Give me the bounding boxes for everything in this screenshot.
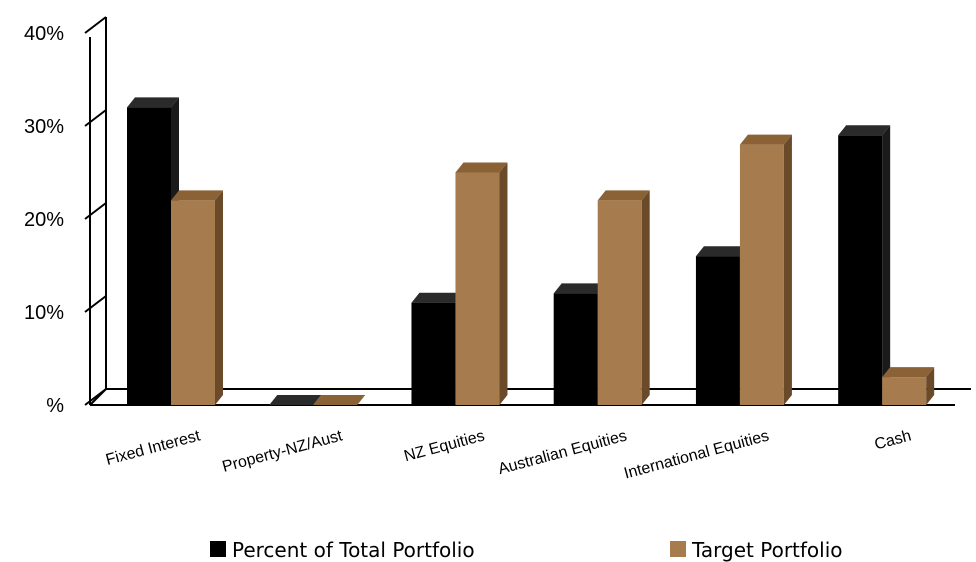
bar-side-face	[499, 162, 508, 405]
bar-front-face	[455, 172, 500, 405]
legend: Percent of Total Portfolio Target Portfol…	[210, 538, 843, 562]
bar-side-face	[783, 134, 792, 405]
bar-top-face	[882, 367, 935, 378]
category-label: Australian Equities	[496, 427, 628, 478]
bars	[127, 97, 935, 406]
y-tick-mark	[84, 202, 107, 220]
bar-side-face	[215, 190, 223, 405]
bar-top-face	[269, 395, 322, 405]
bar	[882, 367, 935, 405]
category-label: Fixed Interest	[104, 427, 203, 469]
bar-front-face	[838, 135, 883, 406]
bar-front-face	[553, 293, 598, 405]
y-tick-mark	[84, 295, 107, 313]
y-tick-label: 10%	[24, 302, 64, 324]
bar-top-face	[838, 125, 891, 136]
y-tick-label: 20%	[24, 209, 64, 231]
bar-top-face	[597, 190, 650, 201]
category-label: Property-NZ/Aust	[220, 427, 344, 476]
bar	[455, 162, 508, 405]
y-tick-mark	[84, 388, 107, 406]
legend-item: Percent of Total Portfolio	[210, 538, 475, 562]
y-tick-label: %	[46, 395, 64, 417]
y-tick-mark	[84, 16, 107, 34]
bar-top-face	[411, 292, 464, 303]
bar-top-face	[455, 162, 508, 173]
bar-top-face	[127, 97, 179, 108]
bar-front-face	[695, 256, 740, 405]
bar-side-face	[641, 190, 650, 405]
bar-front-face	[411, 302, 456, 405]
category-label: NZ Equities	[402, 427, 486, 465]
bar-side-face	[926, 367, 935, 405]
legend-label: Percent of Total Portfolio	[232, 538, 475, 562]
legend-swatch	[670, 541, 686, 557]
x-axis-categories: Fixed Interest Property-NZ/Aust NZ Equitie…	[104, 427, 913, 482]
bar-top-face	[695, 246, 748, 257]
legend-item: Target Portfolio	[670, 538, 843, 562]
bar-front-face	[171, 200, 215, 405]
bar-front-face	[882, 377, 927, 405]
bar-top-face	[171, 190, 223, 201]
bar	[597, 190, 650, 405]
category-label: Cash	[873, 427, 913, 453]
bar-top-face	[553, 283, 606, 294]
bar-front-face	[127, 107, 171, 406]
legend-label: Target Portfolio	[691, 538, 843, 562]
bar-top-face	[739, 134, 792, 145]
bar-top-face	[313, 395, 366, 405]
bar	[313, 395, 366, 405]
bar-front-face	[739, 144, 784, 405]
y-tick-label: 30%	[24, 116, 64, 138]
bar	[269, 395, 322, 405]
bar	[171, 190, 223, 405]
legend-swatch	[210, 541, 226, 557]
bar	[838, 125, 891, 406]
bar-front-face	[597, 200, 642, 405]
y-tick-label: 40%	[24, 23, 64, 45]
bar-side-face	[882, 125, 891, 406]
category-label: International Equities	[622, 427, 771, 482]
y-axis-ticks: % 10% 20% 30% 40%	[24, 16, 107, 417]
y-tick-mark	[84, 109, 107, 127]
bar	[739, 134, 792, 405]
